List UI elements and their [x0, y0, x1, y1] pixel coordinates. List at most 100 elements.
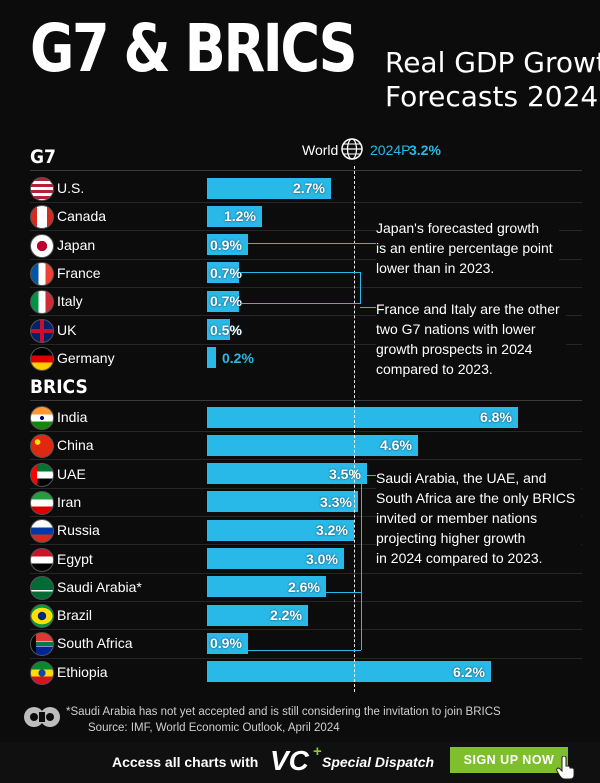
category-label: South Africa	[57, 635, 133, 651]
germany-flag-icon	[30, 347, 54, 371]
annotation-japan: Japan's forecasted growth is an entire p…	[376, 216, 559, 280]
footnote: *Saudi Arabia has not yet accepted and i…	[66, 706, 501, 718]
annotation-line: two G7 nations with lower	[376, 321, 536, 337]
category-label: Germany	[57, 350, 115, 366]
annotation-line: compared to 2023.	[376, 361, 493, 377]
row-divider	[30, 629, 582, 630]
italy-flag-icon	[30, 290, 54, 314]
category-label: Canada	[57, 208, 107, 224]
canada-flag-icon	[30, 205, 54, 229]
bar	[207, 347, 216, 368]
section-divider	[30, 170, 582, 171]
annotation-connector-brics-vertical	[361, 475, 362, 650]
section-divider	[30, 400, 582, 401]
page-title: G7 & BRICS	[30, 10, 358, 87]
section-heading-g7: G7	[30, 146, 56, 168]
value-label: 3.5%	[329, 466, 361, 482]
value-label: 4.6%	[380, 437, 412, 453]
value-label: 2.2%	[270, 607, 302, 623]
value-label: 6.8%	[480, 409, 512, 425]
category-label: Brazil	[57, 607, 93, 623]
world-average-line	[354, 166, 355, 692]
value-label: 0.9%	[210, 635, 242, 651]
annotation-line: is an entire percentage point	[376, 240, 553, 256]
category-label: Italy	[57, 293, 83, 309]
ethiopia-flag-icon	[30, 661, 54, 685]
saudi-flag-icon	[30, 576, 54, 600]
france-flag-icon	[30, 262, 54, 286]
world-value: 3.2%	[409, 142, 441, 158]
japan-flag-icon	[30, 234, 54, 258]
row-divider	[30, 459, 582, 460]
annotation-connector-brics	[366, 475, 376, 476]
value-label: 0.9%	[210, 237, 242, 253]
row-divider	[30, 230, 582, 231]
value-label: 6.2%	[453, 664, 485, 680]
bar	[207, 605, 308, 626]
annotation-france-italy: France and Italy are the other two G7 na…	[376, 297, 566, 381]
value-label: 1.2%	[224, 208, 256, 224]
subtitle-line-2: Forecasts 2024	[385, 80, 599, 113]
section-heading-brics: BRICS	[30, 376, 88, 398]
annotation-connector-france-italy-tail	[360, 307, 376, 308]
special-dispatch-label: Special Dispatch	[322, 754, 435, 770]
annotation-line: in 2024 compared to 2023.	[376, 550, 543, 566]
annotation-brics: Saudi Arabia, the UAE, and South Africa …	[376, 466, 582, 570]
bar	[207, 319, 230, 340]
row-divider	[30, 488, 582, 489]
category-label: Saudi Arabia*	[57, 579, 142, 595]
category-label: UK	[57, 322, 77, 338]
annotation-connector-france-italy	[240, 272, 361, 304]
vc-plus: +	[313, 743, 322, 760]
iran-flag-icon	[30, 491, 54, 515]
hand-pointer-icon	[556, 756, 575, 780]
row-divider	[30, 544, 582, 545]
value-label: 0.2%	[222, 350, 254, 366]
india-flag-icon	[30, 406, 54, 430]
globe-icon	[341, 138, 363, 160]
banner-text: Access all charts with	[112, 754, 259, 770]
bar	[207, 491, 358, 512]
value-label: 3.2%	[316, 522, 348, 538]
annotation-line: invited or member nations	[376, 510, 538, 526]
row-divider	[30, 573, 582, 574]
egypt-flag-icon	[30, 548, 54, 572]
bar	[207, 206, 262, 227]
category-label: UAE	[57, 466, 86, 482]
category-label: Iran	[57, 494, 82, 510]
visual-capitalist-logo-icon	[24, 707, 60, 727]
value-label: 3.3%	[320, 494, 352, 510]
row-divider	[30, 601, 582, 602]
bar	[207, 435, 418, 456]
annotation-connector-saudi	[322, 592, 361, 593]
brazil-flag-icon	[30, 604, 54, 628]
china-flag-icon	[30, 434, 54, 458]
south-africa-flag-icon	[30, 632, 54, 656]
bar	[207, 262, 239, 283]
annotation-line: projecting higher growth	[376, 530, 526, 546]
annotation-line: Saudi Arabia, the UAE, and	[376, 470, 547, 486]
row-divider	[30, 315, 582, 316]
value-label: 0.7%	[210, 265, 242, 281]
row-divider	[30, 658, 582, 659]
sign-up-button[interactable]: SIGN UP NOW	[450, 747, 568, 773]
bar	[207, 520, 354, 541]
row-divider	[30, 516, 582, 517]
header: G7 & BRICS Real GDP Growth Forecasts 202…	[0, 0, 600, 130]
page-subtitle: Real GDP Growth Forecasts 2024	[385, 46, 600, 114]
bar	[207, 661, 491, 682]
world-year: 2024P	[370, 142, 411, 158]
annotation-line: South Africa are the only BRICS	[376, 490, 576, 506]
bar	[207, 633, 248, 654]
bar	[207, 548, 344, 569]
russia-flag-icon	[30, 519, 54, 543]
bar	[207, 463, 367, 484]
bar	[207, 178, 331, 199]
category-label: Ethiopia	[57, 664, 108, 680]
world-label: World	[302, 142, 339, 158]
annotation-line: growth prospects in 2024	[376, 341, 533, 357]
row-divider	[30, 259, 582, 260]
bar	[207, 291, 239, 312]
vc-logo: VC	[270, 745, 309, 776]
row-divider	[30, 287, 582, 288]
